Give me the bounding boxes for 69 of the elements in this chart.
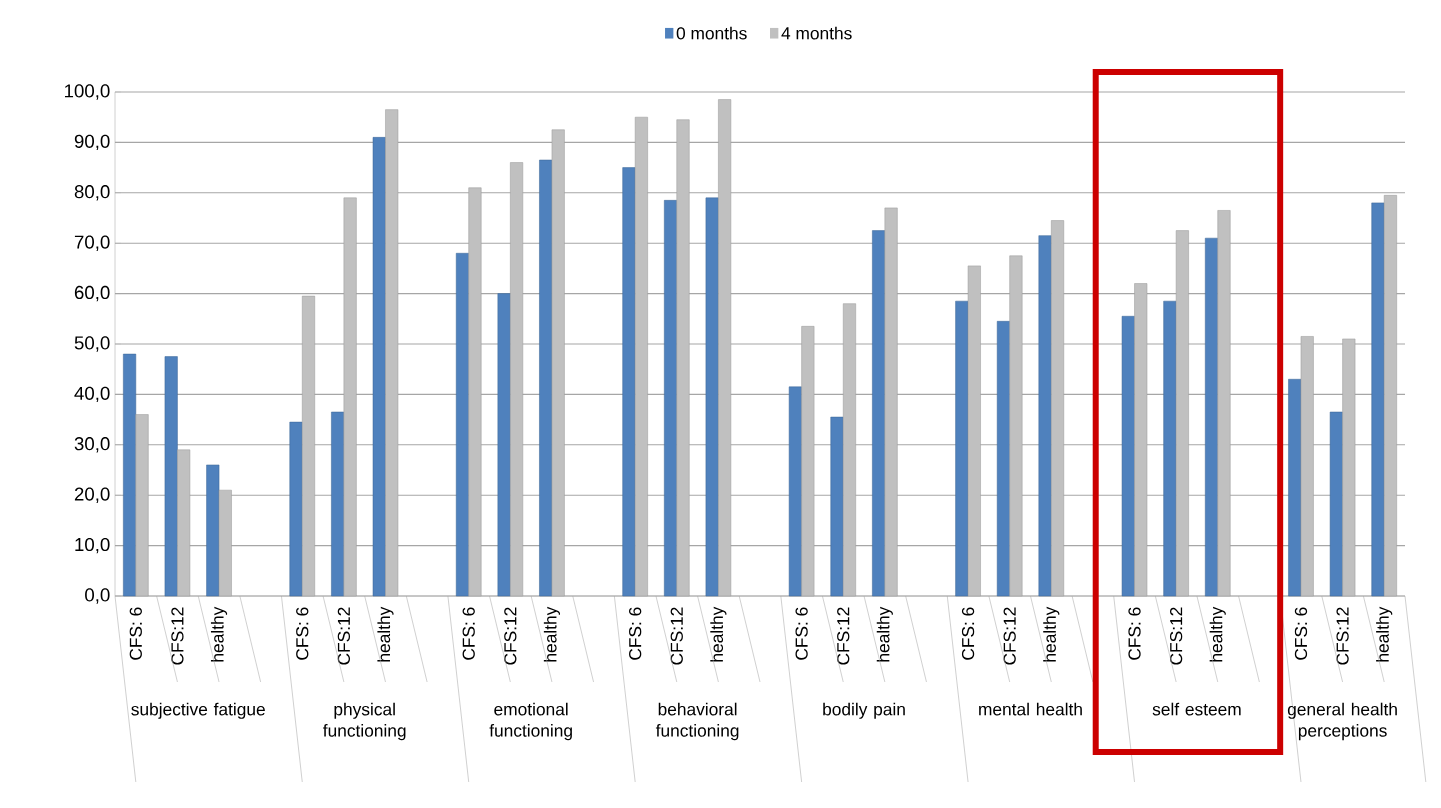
x-tick-label: CFS: 6 [129, 607, 142, 660]
y-tick-label: 60,0 [74, 285, 110, 302]
bar [539, 159, 553, 597]
x-tick-label: CFS:12 [1170, 607, 1183, 665]
y-tick-label: 90,0 [74, 134, 110, 151]
bar [705, 197, 719, 597]
bar [331, 411, 345, 597]
text: bodily pain [823, 702, 905, 719]
x-tick-label: healthy [377, 606, 394, 662]
x-tick-label: CFS: 6 [1294, 607, 1308, 660]
x-tick-label: healthy [543, 606, 561, 662]
x-tick-label: healthy [1376, 606, 1393, 662]
x-tick-label: CFS: 6 [462, 607, 475, 660]
x-tick-label: CFS: 6 [795, 607, 808, 660]
bar [455, 253, 469, 597]
bar [788, 386, 802, 597]
text: self esteem [1152, 702, 1241, 716]
bar [1121, 316, 1135, 597]
y-tick-label: 80,0 [74, 185, 110, 201]
text: mental health [979, 702, 1082, 716]
x-tick-label: healthy [1043, 606, 1060, 662]
x-tick-label: CFS:12 [670, 607, 683, 665]
bar [955, 300, 969, 597]
x-tick-label: CFS:12 [1003, 607, 1016, 665]
text: emotional functioning [489, 702, 572, 741]
legend-label: 0 months [676, 26, 747, 40]
x-tick-label: CFS:12 [1336, 607, 1349, 665]
y-tick-label: 40,0 [74, 386, 110, 403]
y-tick-label: 10,0 [75, 537, 110, 554]
x-tick-label: CFS: 6 [629, 607, 642, 660]
bar [830, 416, 844, 597]
bar [497, 293, 511, 597]
x-tick-label: CFS: 6 [1128, 607, 1141, 660]
bar [996, 321, 1010, 597]
bar [664, 200, 678, 597]
text: physical functioning [323, 702, 406, 741]
x-tick-label: CFS:12 [171, 607, 184, 665]
x-tick-label: CFS:12 [504, 607, 517, 665]
text: general health perceptions [1287, 702, 1397, 741]
bar [206, 464, 220, 597]
x-tick-label: healthy [710, 606, 727, 662]
x-tick-label: CFS: 6 [296, 607, 309, 660]
x-tick-label: CFS:12 [337, 607, 351, 665]
bar [1205, 237, 1219, 597]
bar [1371, 202, 1385, 597]
bar [1163, 300, 1177, 597]
y-tick-label: 0,0 [85, 588, 110, 604]
x-tick-label: CFS: 6 [961, 607, 975, 660]
bar [1288, 379, 1302, 597]
x-tick-label: healthy [1209, 606, 1226, 662]
bar [1038, 235, 1052, 597]
bar [1329, 411, 1343, 597]
bar [123, 353, 137, 597]
bar [289, 421, 303, 597]
text: behavioral functioning [655, 702, 739, 741]
bar [372, 137, 386, 597]
y-tick-label: 30,0 [74, 437, 110, 453]
x-tick-label: healthy [210, 606, 228, 662]
bar [622, 167, 636, 597]
text: subjective fatigue [131, 702, 265, 719]
legend-label: 4 months [781, 26, 852, 40]
y-tick-label: 70,0 [74, 235, 110, 251]
y-tick-label: 100,0 [65, 84, 110, 100]
y-tick-label: 50,0 [74, 336, 110, 352]
x-tick-label: CFS:12 [837, 607, 850, 665]
bar [164, 356, 178, 597]
y-tick-label: 20,0 [74, 487, 110, 503]
bar [872, 230, 886, 597]
x-tick-label: healthy [876, 606, 893, 662]
